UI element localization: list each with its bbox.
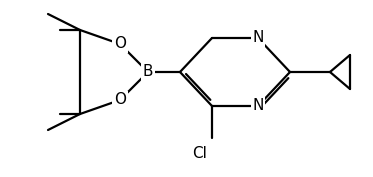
Text: O: O (114, 93, 126, 107)
Text: Cl: Cl (192, 145, 207, 161)
Text: B: B (143, 64, 153, 79)
Text: N: N (252, 30, 264, 45)
Text: O: O (114, 36, 126, 52)
Text: N: N (252, 98, 264, 113)
